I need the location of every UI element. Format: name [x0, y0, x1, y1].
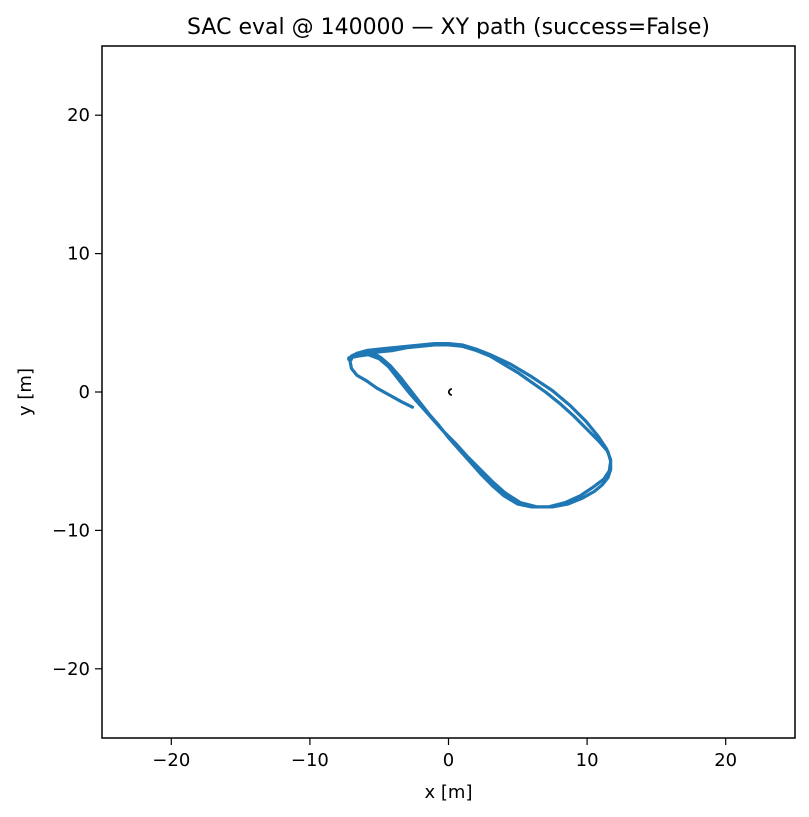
y-axis-label: y [m] [15, 368, 36, 416]
x-tick-label: −20 [152, 750, 190, 771]
x-tick-label: −10 [291, 750, 329, 771]
y-tick-label: 0 [79, 382, 90, 403]
x-tick-label: 0 [443, 750, 454, 771]
y-tick-label: 20 [67, 105, 90, 126]
series-layer [347, 341, 613, 509]
y-tick-label: −20 [52, 659, 90, 680]
x-axis-label: x [m] [425, 782, 473, 803]
y-tick-label: −10 [52, 520, 90, 541]
x-axis: −20 −10 0 10 20 [152, 738, 737, 771]
y-axis: −20 −10 0 10 20 [52, 105, 102, 680]
origin-marker [448, 388, 453, 396]
y-tick-label: 10 [67, 244, 90, 265]
chart-title: SAC eval @ 140000 — XY path (success=Fal… [187, 15, 710, 40]
trajectory-line [347, 341, 613, 509]
x-tick-label: 10 [576, 750, 599, 771]
x-tick-label: 20 [714, 750, 737, 771]
marker-layer [448, 388, 453, 396]
trajectory-end-point [347, 355, 354, 362]
